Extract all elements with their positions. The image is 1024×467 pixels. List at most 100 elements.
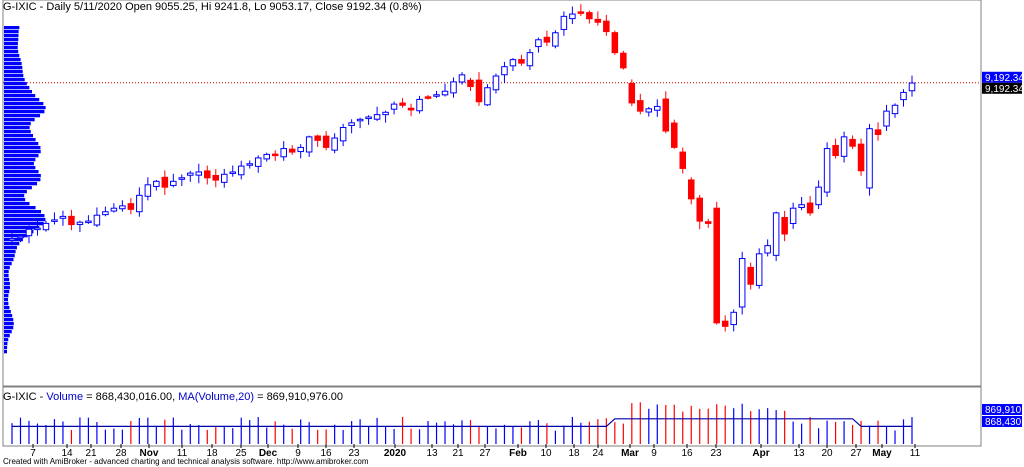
candle-body — [645, 108, 653, 113]
candle-body — [212, 174, 220, 181]
candle-body — [679, 151, 687, 169]
x-tick-label: 25 — [235, 448, 247, 459]
candle-body — [450, 81, 457, 94]
profile-bar — [4, 270, 9, 274]
profile-bar — [4, 110, 45, 114]
profile-bar — [4, 150, 41, 154]
profile-bar — [4, 210, 42, 214]
candle-body — [891, 104, 899, 115]
candle-body — [704, 221, 712, 224]
candle-body — [221, 173, 228, 183]
profile-bar — [4, 318, 14, 322]
x-tick-label: 13 — [793, 448, 805, 459]
candle-body — [866, 128, 873, 189]
profile-bar — [4, 278, 10, 282]
profile-bar — [4, 114, 41, 118]
candle-body — [518, 59, 525, 64]
candle-body — [874, 129, 882, 136]
profile-bar — [4, 206, 36, 210]
profile-bar — [4, 146, 41, 150]
candle-body — [136, 194, 143, 213]
price-axis-labels[interactable]: 9,192.349,192.34 869,910,...868,430,... — [982, 71, 1024, 428]
x-tick-label: Mar — [621, 448, 639, 459]
candle-body — [721, 320, 729, 327]
x-tick-label: 16 — [681, 448, 693, 459]
profile-bar — [4, 346, 8, 350]
candle-body — [603, 20, 610, 33]
x-axis: 7 14 21 28 Nov 11 18 25 Dec 9 16 23 2020 13 21 27 Feb 10 1… — [30, 444, 921, 459]
candle-body — [441, 90, 449, 96]
volume-title-prefix: G-IXIC - — [3, 391, 47, 403]
x-tick-label: 21 — [452, 448, 464, 459]
profile-bar — [4, 38, 19, 42]
profile-bar — [4, 290, 10, 294]
candle-body — [687, 179, 695, 200]
volume-last-tag — [982, 416, 1022, 427]
profile-bar — [4, 314, 13, 318]
profile-bar — [4, 254, 15, 258]
profile-bar — [4, 282, 10, 286]
x-tick-label: 9 — [295, 448, 301, 459]
profile-bar — [4, 338, 9, 342]
ma-title-label: MA(Volume,20) — [178, 391, 255, 403]
candle-body — [713, 207, 720, 324]
x-tick-label: 21 — [85, 448, 97, 459]
candle-body — [263, 153, 270, 160]
candle-body — [153, 180, 160, 187]
profile-bar — [4, 30, 19, 34]
profile-bar — [4, 286, 10, 290]
profile-bar — [4, 182, 38, 186]
volume-ma-line — [12, 418, 912, 427]
profile-bar — [4, 174, 41, 178]
candle-body — [883, 110, 890, 127]
x-tick-label: 27 — [479, 448, 491, 459]
ma-title-value: = 869,910,976.00 — [254, 391, 344, 403]
candle-body — [187, 172, 194, 176]
profile-bar — [4, 154, 39, 158]
volume-pane-border — [2, 386, 982, 447]
candle-body — [781, 217, 788, 235]
candle-body — [322, 135, 330, 148]
profile-bar — [4, 330, 12, 334]
profile-bar — [4, 158, 36, 162]
candle-body — [526, 52, 534, 67]
candle-body — [51, 219, 58, 222]
candle-body — [8, 238, 16, 241]
candle-body — [900, 91, 907, 101]
candle-body — [161, 176, 169, 188]
profile-bar — [4, 170, 39, 174]
candle-body — [492, 75, 500, 91]
x-tick-label: Dec — [259, 448, 278, 459]
candle-body — [730, 311, 737, 326]
candle-body — [458, 74, 466, 83]
candle-body — [560, 15, 568, 30]
candle-body — [229, 171, 237, 174]
candle-body — [832, 144, 839, 157]
candle-body — [93, 214, 101, 226]
profile-bar — [4, 122, 31, 126]
price-chart-title: G-IXIC - Daily 5/11/2020 Open 9055.25, H… — [3, 1, 422, 13]
candle-body — [433, 94, 440, 97]
candle-body — [586, 12, 593, 20]
profile-bar — [4, 34, 19, 38]
candle-body — [509, 59, 517, 67]
profile-bar — [4, 274, 9, 278]
profile-bar — [4, 306, 10, 310]
profile-bar — [4, 194, 25, 198]
profile-bar — [4, 266, 10, 270]
profile-bar — [4, 258, 14, 262]
profile-bar — [4, 66, 23, 70]
profile-bar — [4, 234, 28, 238]
candle-body — [305, 136, 313, 153]
profile-bar — [4, 98, 40, 102]
x-tick-label: 23 — [348, 448, 360, 459]
profile-bar — [4, 42, 18, 46]
candle-body — [85, 220, 92, 224]
candle-body — [144, 184, 152, 197]
candle-body — [25, 228, 33, 237]
x-tick-label: 10 — [540, 448, 552, 459]
candle-body — [789, 207, 797, 224]
profile-bar — [4, 326, 14, 330]
profile-bar — [4, 86, 30, 90]
candle-body — [407, 107, 415, 111]
